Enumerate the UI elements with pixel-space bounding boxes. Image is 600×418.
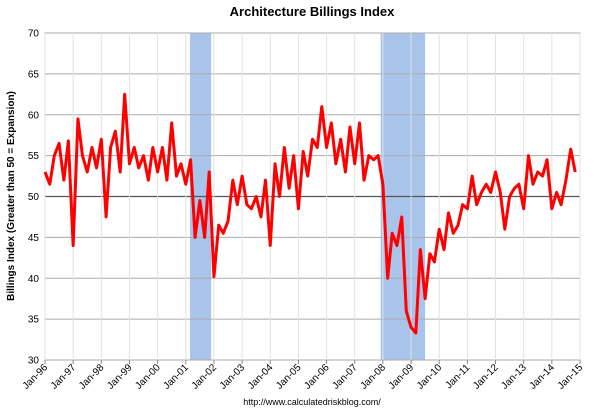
x-tick-label: Jan-13 <box>499 362 529 392</box>
y-tick-label: 45 <box>28 233 40 244</box>
source-footer: http://www.calculatedriskblog.com/ <box>243 397 381 407</box>
x-tick-label: Jan-03 <box>218 362 248 392</box>
y-tick-label: 65 <box>28 69 40 80</box>
y-tick-label: 50 <box>28 192 40 203</box>
x-tick-label: Jan-09 <box>387 362 417 392</box>
chart-title: Architecture Billings Index <box>230 4 395 19</box>
x-tick-label: Jan-10 <box>415 362 445 392</box>
x-tick-label: Jan-97 <box>49 362 79 392</box>
x-tick-label: Jan-98 <box>77 362 107 392</box>
y-tick-label: 60 <box>28 110 40 121</box>
x-tick-label: Jan-05 <box>274 362 304 392</box>
x-tick-label: Jan-11 <box>444 362 473 391</box>
data-line <box>43 92 577 335</box>
y-tick-label: 35 <box>28 315 40 326</box>
x-tick-label: Jan-07 <box>330 362 360 392</box>
y-axis-label: Billings Index (Greater than 50 = Expans… <box>6 91 17 301</box>
y-tick-label: 40 <box>28 274 40 285</box>
x-tick-label: Jan-14 <box>528 362 558 392</box>
x-tick-label: Jan-08 <box>359 362 389 392</box>
y-tick-label: 55 <box>28 151 40 162</box>
x-tick-label: Jan-01 <box>162 362 192 392</box>
x-tick-label: Jan-04 <box>246 362 276 392</box>
x-tick-label: Jan-06 <box>302 362 332 392</box>
x-tick-label: Jan-02 <box>190 362 220 392</box>
x-tick-label: Jan-15 <box>556 362 586 392</box>
x-tick-label: Jan-12 <box>471 362 501 392</box>
y-tick-label: 30 <box>28 356 40 367</box>
y-tick-label: 70 <box>28 29 40 40</box>
x-tick-label: Jan-00 <box>133 362 163 392</box>
x-tick-label: Jan-99 <box>105 362 135 392</box>
